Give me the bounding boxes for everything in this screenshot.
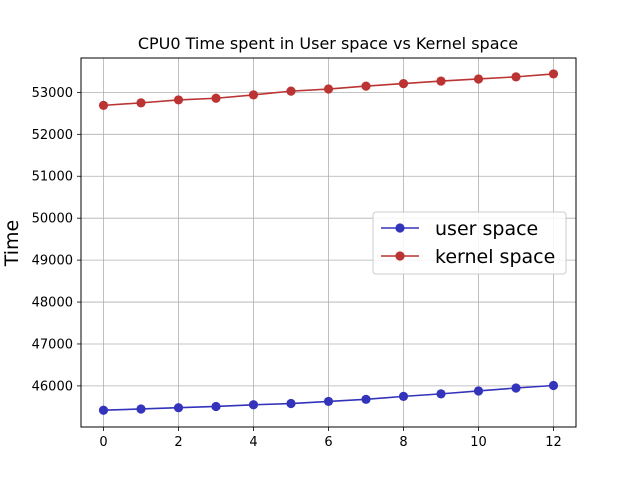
x-tick-label: 10: [470, 435, 487, 450]
y-tick-label: 47000: [32, 337, 73, 352]
x-tick-label: 4: [249, 435, 257, 450]
data-point-user-space: [398, 391, 409, 401]
data-point-kernel-space: [511, 72, 521, 82]
x-tick-label: 2: [174, 435, 182, 450]
data-point-user-space: [436, 389, 446, 399]
series-layer: [98, 69, 559, 415]
legend: user space kernel space: [372, 211, 567, 275]
data-point-user-space: [473, 386, 484, 396]
y-tick-label: 52000: [32, 128, 73, 143]
legend-label: kernel space: [435, 246, 555, 268]
data-point-user-space: [98, 405, 109, 415]
y-tick-label: 51000: [32, 170, 73, 185]
data-point-user-space: [511, 383, 521, 393]
y-tick-label: 46000: [32, 379, 73, 394]
data-point-kernel-space: [173, 95, 184, 105]
y-tick-label: 50000: [32, 212, 73, 227]
y-tick-label: 53000: [32, 86, 73, 101]
data-point-kernel-space: [398, 78, 409, 89]
data-point-kernel-space: [136, 98, 146, 108]
data-point-kernel-space: [361, 81, 371, 91]
x-tick-label: 6: [324, 435, 332, 450]
data-point-user-space: [248, 400, 259, 410]
x-tick-label: 12: [545, 435, 562, 450]
y-tick-label: 48000: [32, 296, 73, 311]
legend-label: user space: [435, 218, 538, 240]
data-point-kernel-space: [323, 84, 334, 94]
data-point-kernel-space: [248, 90, 259, 100]
data-point-kernel-space: [548, 69, 559, 79]
x-axis-ticks: 0 2 4 6 8 10 12: [99, 427, 562, 450]
data-point-user-space: [173, 403, 184, 413]
x-tick-label: 8: [399, 435, 407, 450]
data-point-user-space: [136, 404, 146, 414]
legend-marker: [395, 251, 405, 261]
data-point-user-space: [286, 398, 296, 409]
data-point-user-space: [323, 396, 334, 407]
data-point-kernel-space: [211, 93, 221, 103]
chart-title: CPU0 Time spent in User space vs Kernel …: [138, 34, 518, 53]
y-tick-label: 49000: [32, 254, 73, 269]
data-point-user-space: [548, 380, 559, 391]
legend-box: [372, 211, 567, 275]
data-point-kernel-space: [286, 86, 296, 96]
y-axis-ticks: 46000 47000 48000 49000 50000 51000 52000 53000: [32, 86, 81, 394]
data-point-kernel-space: [436, 76, 446, 86]
data-point-user-space: [211, 401, 221, 412]
x-tick-label: 0: [99, 435, 107, 450]
y-axis-label: Time: [1, 220, 23, 268]
data-point-user-space: [361, 394, 371, 404]
legend-marker: [395, 223, 405, 233]
data-point-kernel-space: [473, 74, 484, 84]
data-point-kernel-space: [98, 100, 109, 110]
